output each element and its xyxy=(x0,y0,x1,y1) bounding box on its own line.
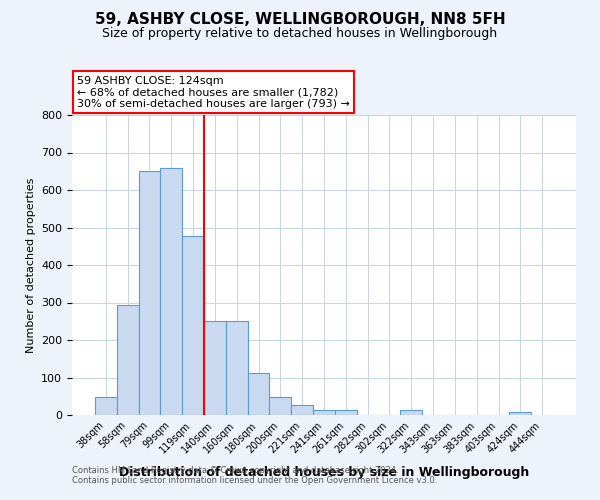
Y-axis label: Number of detached properties: Number of detached properties xyxy=(26,178,35,352)
Bar xyxy=(95,398,117,415)
Text: Contains HM Land Registry data © Crown copyright and database right 2024.
Contai: Contains HM Land Registry data © Crown c… xyxy=(72,466,437,485)
Bar xyxy=(400,410,422,415)
X-axis label: Distribution of detached houses by size in Wellingborough: Distribution of detached houses by size … xyxy=(119,466,529,479)
Bar xyxy=(226,320,248,415)
Bar xyxy=(313,410,335,415)
Bar xyxy=(291,404,313,415)
Bar xyxy=(139,171,160,415)
Bar xyxy=(509,412,531,415)
Bar xyxy=(204,320,226,415)
Text: 59, ASHBY CLOSE, WELLINGBOROUGH, NN8 5FH: 59, ASHBY CLOSE, WELLINGBOROUGH, NN8 5FH xyxy=(95,12,505,28)
Bar xyxy=(117,305,139,415)
Bar xyxy=(335,410,357,415)
Bar xyxy=(160,168,182,415)
Text: 59 ASHBY CLOSE: 124sqm
← 68% of detached houses are smaller (1,782)
30% of semi-: 59 ASHBY CLOSE: 124sqm ← 68% of detached… xyxy=(77,76,350,109)
Bar xyxy=(269,396,291,415)
Text: Size of property relative to detached houses in Wellingborough: Size of property relative to detached ho… xyxy=(103,28,497,40)
Bar xyxy=(182,236,204,415)
Bar xyxy=(248,372,269,415)
